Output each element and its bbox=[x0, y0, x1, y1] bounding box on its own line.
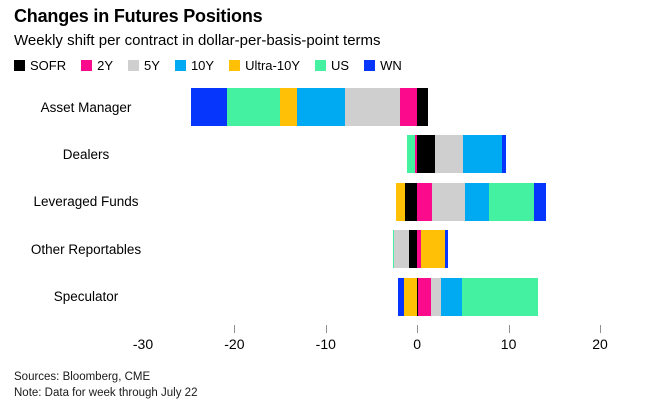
legend-item-ultra-10y: Ultra-10Y bbox=[229, 58, 300, 73]
bar-segment-sofr bbox=[405, 182, 418, 221]
legend-swatch-icon bbox=[128, 60, 140, 71]
bar-segment-ultra-10y bbox=[404, 277, 418, 316]
legend-item-2y: 2Y bbox=[81, 58, 113, 73]
axis-tick bbox=[508, 325, 510, 333]
bar-segment-10y bbox=[464, 182, 490, 221]
bar-segment-wn bbox=[502, 135, 506, 174]
legend-swatch-icon bbox=[14, 60, 25, 71]
bar-segment-2y bbox=[415, 135, 418, 174]
legend-swatch-icon bbox=[229, 60, 241, 71]
bar-segment-10y bbox=[296, 88, 345, 126]
bar-segment-5y bbox=[344, 88, 400, 126]
bar-segment-5y bbox=[430, 277, 441, 316]
bar-segment-us bbox=[489, 182, 535, 221]
legend-item-5y: 5Y bbox=[128, 58, 160, 73]
legend: SOFR 2Y 5Y 10Y Ultra-10Y US WN bbox=[14, 58, 417, 73]
legend-label: WN bbox=[380, 58, 402, 73]
bar-segment-2y bbox=[417, 182, 432, 221]
bar-segment-wn bbox=[191, 88, 228, 126]
axis-tick bbox=[234, 325, 236, 333]
bar-segment-us bbox=[461, 277, 538, 316]
legend-swatch-icon bbox=[315, 60, 326, 71]
category-label: Dealers bbox=[62, 146, 110, 162]
bar-row bbox=[143, 277, 600, 316]
bar-segment-ultra-10y bbox=[420, 230, 445, 269]
legend-item-sofr: SOFR bbox=[14, 58, 66, 73]
bar-segment-sofr bbox=[417, 135, 436, 174]
bar-segment-10y bbox=[440, 277, 462, 316]
axis-tick-label: -30 bbox=[132, 336, 154, 352]
bar-segment-wn bbox=[444, 230, 449, 269]
bar-segment-us bbox=[392, 230, 395, 269]
category-label: Leveraged Funds bbox=[33, 194, 139, 210]
legend-swatch-icon bbox=[81, 60, 93, 71]
bar-segment-5y bbox=[435, 135, 463, 174]
bar-segment-5y bbox=[394, 230, 409, 269]
category-label: Speculator bbox=[53, 289, 119, 305]
bar-segment-sofr bbox=[417, 88, 429, 126]
axis-tick bbox=[600, 325, 601, 333]
axis-tick bbox=[417, 325, 419, 333]
axis-tick-label: 0 bbox=[413, 336, 422, 352]
axis-tick-label: 10 bbox=[500, 336, 517, 352]
legend-item-10y: 10Y bbox=[174, 58, 215, 73]
bar-segment-sofr bbox=[417, 277, 419, 316]
axis-tick-label: -10 bbox=[315, 336, 336, 352]
category-label: Asset Manager bbox=[40, 99, 132, 115]
sources-note: Sources: Bloomberg, CME bbox=[14, 371, 151, 383]
bar-segment-ultra-10y bbox=[280, 88, 297, 126]
legend-swatch-icon bbox=[174, 60, 186, 71]
legend-label: 2Y bbox=[97, 58, 114, 73]
plot-area: -30 -20 -10 0 10 20 bbox=[133, 84, 608, 374]
chart-subtitle: Weekly shift per contract in dollar-per-… bbox=[14, 32, 381, 49]
legend-label: 5Y bbox=[144, 58, 160, 73]
bar-segment-2y bbox=[417, 230, 421, 269]
bar-segment-us bbox=[227, 88, 281, 126]
axis-tick bbox=[325, 325, 327, 333]
bar-row bbox=[143, 88, 600, 126]
axis-tick-label: 20 bbox=[592, 336, 608, 352]
legend-label: SOFR bbox=[30, 58, 67, 73]
bar-row bbox=[143, 230, 600, 269]
legend-item-wn: WN bbox=[364, 58, 402, 73]
chart-title: Changes in Futures Positions bbox=[14, 6, 263, 26]
bar-segment-sofr bbox=[408, 230, 418, 269]
chart-footer: Sources: Bloomberg, CME Note: Data for w… bbox=[14, 369, 197, 401]
legend-label: US bbox=[331, 58, 350, 73]
bar-segment-ultra-10y bbox=[396, 182, 406, 221]
bar-segment-10y bbox=[462, 135, 503, 174]
category-label: Other Reportables bbox=[30, 241, 142, 257]
legend-label: Ultra-10Y bbox=[245, 58, 300, 73]
bar-row bbox=[143, 182, 600, 221]
bar-segment-2y bbox=[399, 88, 418, 126]
bar-segment-5y bbox=[431, 182, 465, 221]
bar-segment-wn bbox=[534, 182, 547, 221]
axis-tick-label: -20 bbox=[224, 336, 245, 352]
legend-label: 10Y bbox=[190, 58, 215, 73]
bar-segment-wn bbox=[398, 277, 405, 316]
bar-row bbox=[143, 135, 600, 174]
legend-item-us: US bbox=[315, 58, 349, 73]
data-note: Note: Data for week through July 22 bbox=[14, 387, 198, 399]
bar-segment-2y bbox=[418, 277, 431, 316]
bar-segment-us bbox=[407, 135, 416, 174]
legend-swatch-icon bbox=[364, 60, 376, 71]
